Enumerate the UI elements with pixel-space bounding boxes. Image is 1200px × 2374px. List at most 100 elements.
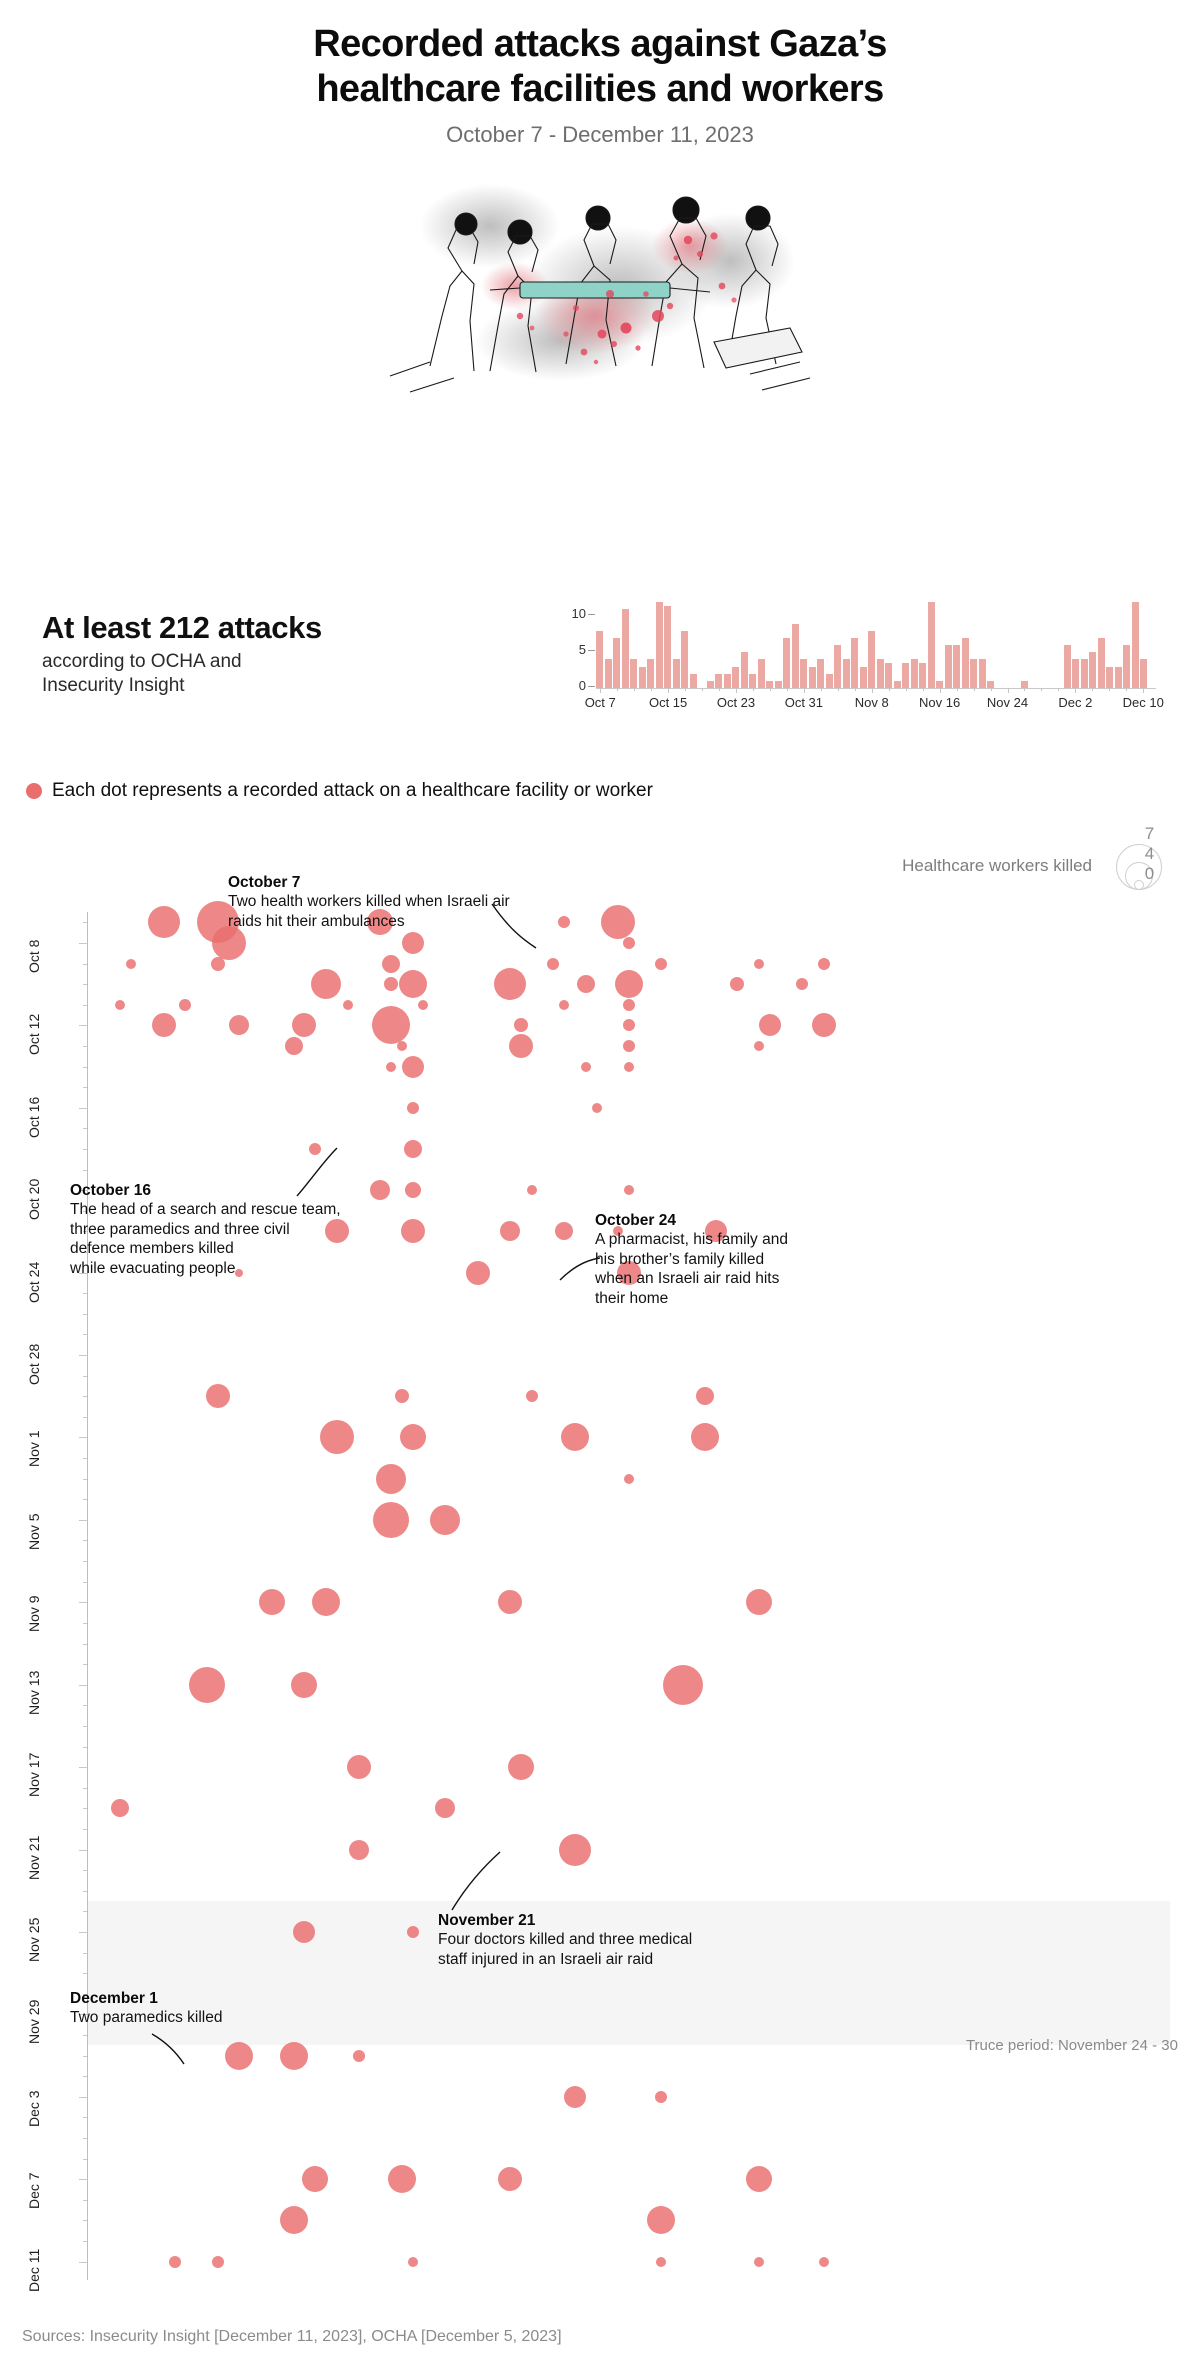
attack-dot — [367, 909, 394, 936]
timeline-ytick-label: Nov 9 — [26, 1595, 42, 1633]
timeline-ytick-label: Nov 25 — [26, 1917, 42, 1962]
attack-dot — [430, 1504, 461, 1535]
attack-dot — [401, 1055, 424, 1078]
barchart-bar — [664, 605, 671, 688]
barchart-xtick-mark — [736, 688, 737, 693]
timeline-ytick-mark — [79, 1684, 87, 1686]
annotation-oct16-line4: while evacuating people — [70, 1259, 236, 1277]
attack-dot — [563, 2085, 586, 2108]
attack-dot — [151, 1013, 176, 1038]
page-header: Recorded attacks against Gaza’s healthca… — [0, 0, 1200, 148]
barchart-bar — [944, 645, 952, 688]
barchart-bars — [596, 602, 1156, 688]
barchart-bar — [987, 680, 994, 688]
barchart-xtick-minor — [786, 688, 788, 691]
attack-dot — [111, 1799, 130, 1818]
truce-period-label: Truce period: November 24 - 30 — [965, 2037, 1178, 2055]
attack-dot — [560, 1423, 589, 1452]
timeline-ytick-mark — [79, 2179, 87, 2181]
barchart-xtick-minor — [617, 688, 619, 691]
attack-dot — [704, 1220, 727, 1243]
attack-dot — [617, 1260, 641, 1285]
annotation-oct24-line2: his brother’s family killed — [595, 1250, 765, 1268]
barchart-xtick-label: Dec 2 — [1058, 695, 1093, 710]
barchart-bar — [604, 659, 612, 688]
barchart-bar — [723, 673, 731, 688]
timeline-ytick-label: Oct 8 — [26, 939, 42, 973]
attack-dot — [497, 1590, 522, 1615]
attack-dot — [311, 969, 342, 1000]
attack-dot — [400, 1219, 425, 1244]
barchart-xtick-minor — [922, 688, 924, 691]
barchart-ytick-label: 0 — [578, 678, 586, 693]
timeline-ytick-minor — [83, 1169, 87, 1171]
key-stat-source-line1: according to OCHA and — [42, 651, 242, 672]
timeline-ytick-label: Oct 24 — [26, 1261, 42, 1303]
annotation-nov21-line1: Four doctors killed and three medical — [438, 1931, 693, 1948]
barchart-bar — [1140, 659, 1147, 688]
barchart-xtick-mark — [803, 688, 805, 693]
timeline-ytick-minor — [83, 1293, 87, 1295]
annotation-oct24-line3: when an Israeli air raid hits — [595, 1270, 780, 1288]
barchart-xtick-label: Nov 8 — [854, 695, 889, 710]
barchart-bar — [868, 630, 875, 688]
attack-dot — [381, 954, 400, 973]
attack-dot — [406, 1101, 419, 1114]
barchart-bar — [885, 662, 892, 688]
barchart-bar — [936, 680, 943, 688]
attack-dot — [507, 1754, 534, 1781]
barchart-bar — [919, 662, 926, 688]
attack-dot — [211, 2255, 224, 2268]
timeline-ytick-mark — [79, 1272, 87, 1274]
stats-row: At least 212 attacks according to OCHA a… — [0, 600, 1200, 730]
annotation-oct16-title: October 16 — [70, 1182, 151, 1199]
barchart-bar — [732, 666, 739, 688]
annotation-nov21: November 21 Four doctors killed and thre… — [438, 1912, 758, 1969]
annotation-oct16-line2: three paramedics and three civil — [70, 1220, 290, 1238]
attack-dot — [401, 931, 424, 954]
barchart-xtick-minor — [769, 688, 771, 691]
barchart-bar — [834, 645, 841, 688]
attack-dot — [407, 2256, 418, 2267]
timeline-ytick-minor — [83, 2035, 87, 2037]
timeline-ytick-minor — [83, 1746, 87, 1748]
barchart-xtick-label: Dec 10 — [1122, 695, 1164, 710]
attack-dot — [258, 1589, 285, 1616]
attack-dot — [811, 1013, 836, 1038]
dot-legend: Each dot represents a recorded attack on… — [26, 780, 653, 802]
timeline-ytick-label: Nov 5 — [26, 1513, 42, 1550]
timeline-dots-area — [88, 901, 1170, 2272]
barchart-bar — [1114, 666, 1122, 688]
attack-dot — [580, 1061, 591, 1072]
timeline-ytick-mark — [79, 2014, 87, 2016]
timeline-ytick-minor — [83, 2076, 87, 2078]
attack-dot — [115, 999, 126, 1010]
barchart-xaxis-line — [596, 688, 1156, 689]
attack-dot — [235, 1268, 244, 1277]
timeline-ytick-minor — [83, 2241, 87, 2243]
timeline-ytick-minor — [83, 1210, 87, 1212]
barchart-bar — [927, 602, 935, 688]
barchart-bar — [638, 666, 646, 688]
barchart-ytick-mark — [588, 650, 595, 652]
dot-legend-text: Each dot represents a recorded attack on… — [52, 780, 653, 801]
attack-dot — [655, 957, 668, 970]
attack-dot — [817, 957, 830, 970]
daily-attacks-barchart: 0 5 10 Oct 7 Oct 15 Oct 23 Oct 31 Nov 8 Nov 16 N… — [560, 600, 1164, 720]
attack-dot — [508, 1033, 533, 1058]
barchart-bar — [1131, 602, 1139, 688]
truce-period-band — [88, 1901, 1170, 2046]
attack-dot — [623, 1019, 635, 1032]
timeline-ytick-minor — [83, 2117, 87, 2119]
attack-dot — [601, 905, 636, 940]
barchart-bar — [800, 659, 807, 688]
barchart-xtick-mark — [1075, 688, 1077, 693]
barchart-bar — [893, 680, 901, 688]
attack-dot — [576, 975, 595, 994]
attack-dot — [291, 1671, 318, 1698]
attack-dot — [383, 977, 398, 992]
attack-dot — [342, 999, 353, 1010]
timeline-ytick-minor — [83, 1622, 87, 1624]
key-stat-source: according to OCHA and Insecurity Insight — [42, 650, 372, 699]
barchart-ytick-label: 5 — [578, 642, 586, 658]
